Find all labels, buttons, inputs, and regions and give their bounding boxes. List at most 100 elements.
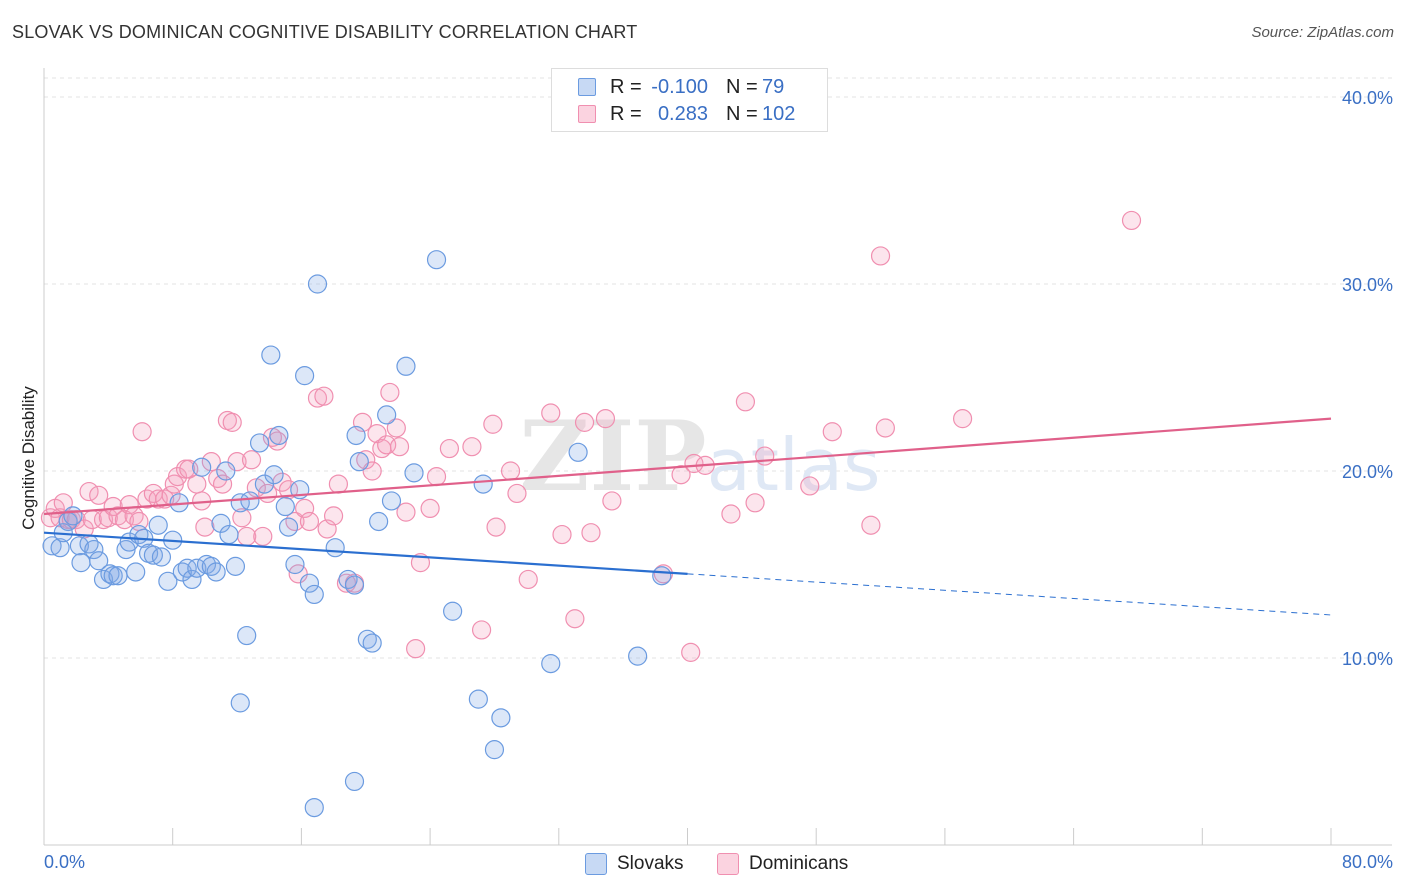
slovak-point	[211, 513, 231, 533]
slovak-point	[177, 558, 197, 578]
dominican-point	[314, 386, 334, 406]
dominican-point	[721, 504, 741, 524]
dominican-point	[745, 493, 765, 513]
dominican-point	[406, 639, 426, 659]
dominican-point	[167, 467, 188, 487]
watermark: ZIPatlas	[519, 400, 880, 513]
slovak-point	[269, 425, 289, 446]
correlation-legend: R = -0.100 N = 79 R = 0.283 N = 102	[551, 68, 828, 132]
dominican-point	[755, 446, 775, 466]
dominican-point	[439, 438, 460, 459]
slovaks-trend-line	[43, 531, 688, 575]
slovak-point	[264, 465, 284, 485]
dominican-point	[187, 474, 207, 494]
slovak-point	[249, 433, 270, 453]
dominican-point	[103, 496, 123, 517]
slovak-point	[148, 515, 168, 535]
watermark-zip: ZIP	[519, 400, 706, 513]
slovak-point	[275, 496, 295, 517]
dominican-point	[1121, 210, 1142, 231]
legend-r-value: -0.100	[651, 75, 708, 98]
slovaks-swatch	[585, 853, 607, 875]
dominican-point	[222, 412, 242, 432]
slovak-point	[568, 442, 588, 462]
dominican-point	[500, 461, 521, 481]
dominican-point	[328, 474, 349, 494]
slovak-point	[187, 558, 207, 578]
dominican-point	[952, 409, 973, 429]
trend-lines	[43, 417, 1332, 616]
slovaks-trend-extension	[687, 573, 1332, 616]
legend-n-label: N =	[726, 75, 758, 98]
dominican-point	[486, 517, 506, 537]
dominican-point	[681, 642, 701, 662]
dominican-point	[323, 506, 344, 526]
dominican-point	[89, 485, 109, 505]
slovak-point	[84, 539, 104, 560]
axes	[43, 68, 1392, 846]
legend-n-value: 102	[762, 102, 796, 125]
dominican-point	[386, 418, 406, 438]
slovak-point	[349, 452, 369, 472]
dominican-point	[237, 526, 257, 547]
dominican-point	[114, 510, 135, 530]
x-tick-label-min: 0.0%	[44, 852, 86, 872]
slovaks-legend-label: Slovaks	[617, 853, 684, 874]
slovak-point	[69, 536, 89, 556]
slovak-point	[225, 556, 246, 576]
legend-swatch-slovaks	[578, 78, 596, 96]
slovak-point	[261, 345, 281, 365]
slovaks-points	[42, 250, 672, 818]
y-tick-label: 30.0%	[1342, 275, 1393, 295]
dominican-point	[471, 620, 492, 640]
dominican-point	[518, 569, 538, 590]
legend-row-dominicans: R = 0.283 N = 102	[578, 101, 802, 127]
chart-title: SLOVAK VS DOMINICAN COGNITIVE DISABILITY…	[12, 22, 638, 42]
dominican-point	[119, 495, 139, 515]
dominican-point	[227, 452, 247, 472]
dominican-point	[875, 418, 895, 438]
slovak-point	[100, 564, 120, 584]
y-tick-label: 10.0%	[1342, 649, 1393, 669]
legend-n-value: 79	[762, 75, 785, 98]
dominican-point	[241, 450, 262, 470]
slovak-point	[443, 601, 463, 621]
y-axis-label: Cognitive Disability	[19, 386, 38, 530]
slovak-point	[344, 771, 365, 792]
dominicans-swatch	[717, 853, 739, 875]
slovak-point	[237, 625, 257, 646]
bottom-legend-slovaks: Slovaks	[585, 851, 684, 877]
y-tick-label: 20.0%	[1342, 462, 1393, 482]
dominican-point	[574, 412, 595, 432]
dominican-point	[595, 409, 616, 429]
slovak-point	[362, 633, 382, 653]
dominican-point	[735, 392, 756, 412]
y-tick-labels: 10.0% 20.0% 30.0% 40.0%	[1342, 88, 1393, 669]
slovak-point	[182, 569, 202, 590]
slovak-point	[377, 405, 397, 425]
slovak-point	[484, 740, 505, 760]
slovak-point	[126, 562, 146, 582]
slovak-point	[299, 573, 320, 593]
slovak-point	[304, 797, 324, 818]
slovak-point	[158, 571, 178, 591]
dominicans-trend-line	[43, 417, 1332, 516]
slovak-point	[325, 538, 345, 558]
dominican-point	[232, 508, 252, 528]
dominican-point	[132, 422, 152, 442]
slovak-point	[192, 457, 212, 477]
dominican-point	[79, 481, 99, 502]
dominican-point	[602, 491, 622, 511]
slovak-point	[541, 654, 561, 674]
source-label: Source: ZipAtlas.com	[1251, 24, 1394, 41]
dominican-point	[201, 452, 221, 472]
slovak-point	[42, 536, 62, 556]
slovak-point	[404, 463, 424, 483]
slovak-point	[143, 545, 163, 565]
dominican-point	[420, 498, 440, 518]
dominican-point	[822, 422, 842, 442]
slovak-point	[396, 356, 416, 376]
dominicans-points	[40, 210, 1142, 662]
dominican-point	[552, 524, 572, 545]
